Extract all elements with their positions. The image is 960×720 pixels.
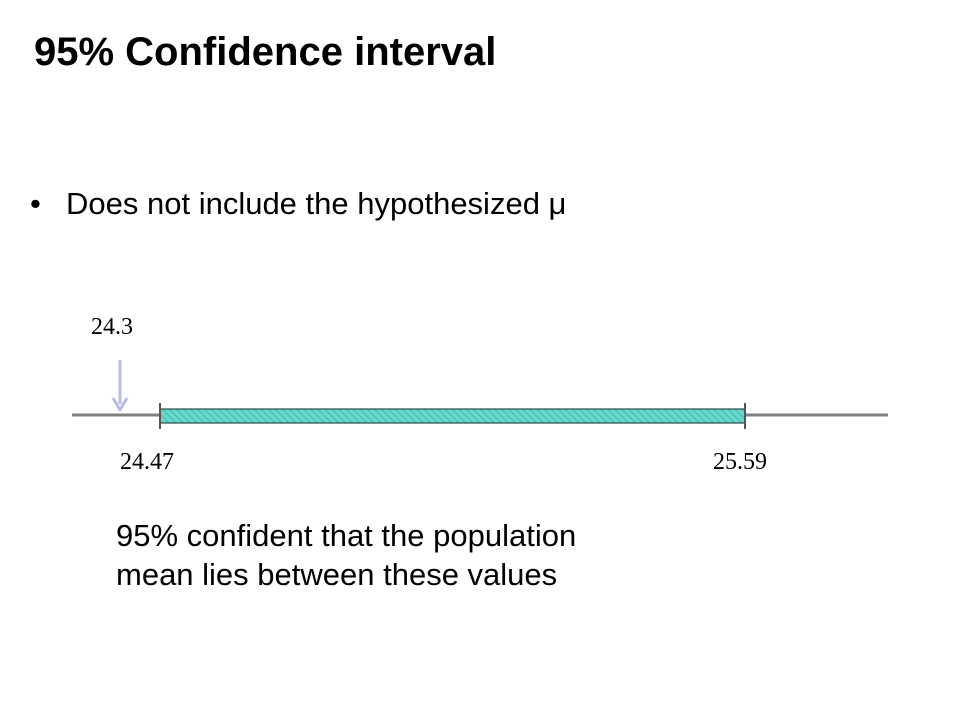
caption: 95% confident that the population mean l… bbox=[116, 516, 576, 594]
caption-line-2: mean lies between these values bbox=[116, 557, 558, 592]
bullet-marker: • bbox=[30, 186, 41, 221]
bullet-text: Does not include the hypothesized μ bbox=[66, 186, 567, 221]
lower-bound-label: 24.47 bbox=[120, 449, 174, 475]
hypothesized-value-label: 24.3 bbox=[91, 314, 133, 340]
bullet-point: • Does not include the hypothesized μ bbox=[30, 186, 566, 222]
upper-bound-label: 25.59 bbox=[713, 449, 767, 475]
interval-bar bbox=[159, 408, 746, 424]
hypothesized-arrow-icon bbox=[111, 360, 129, 412]
caption-line-1: 95% confident that the population bbox=[116, 518, 577, 553]
slide-title: 95% Confidence interval bbox=[34, 30, 497, 74]
